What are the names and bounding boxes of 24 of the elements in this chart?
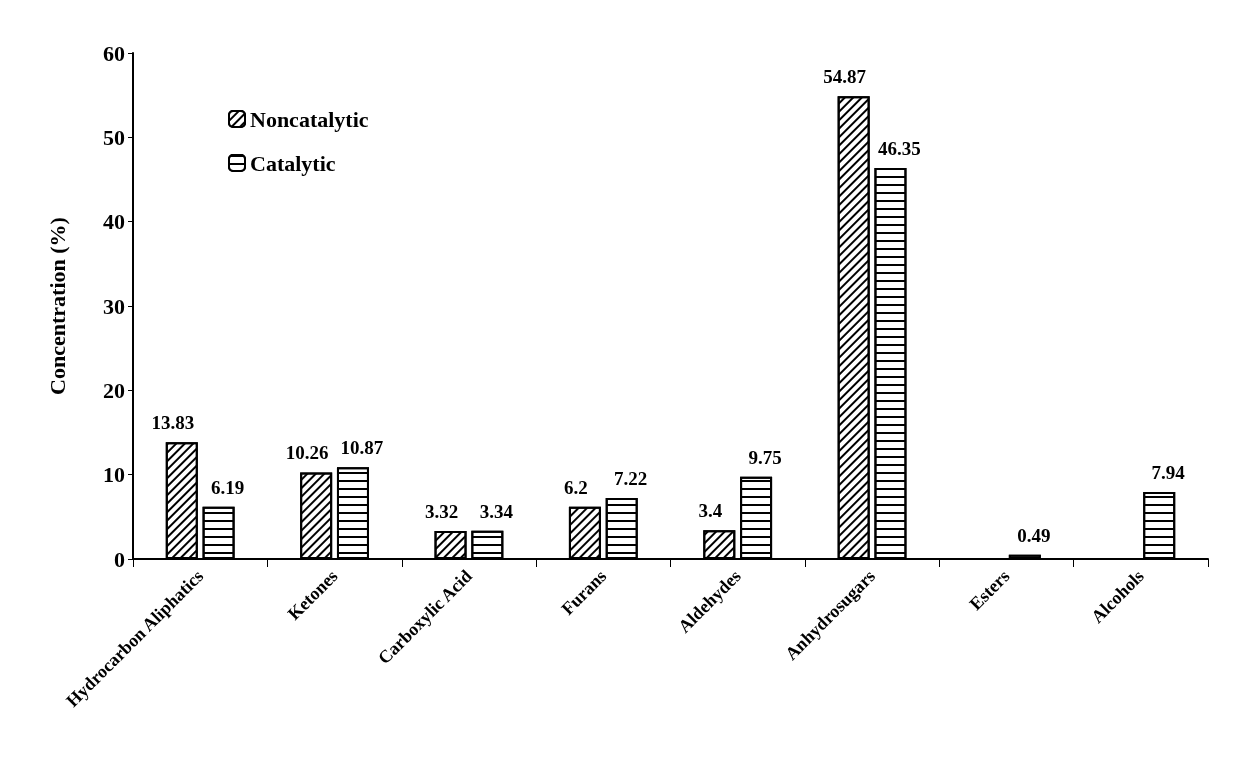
data-label: 13.83 — [151, 412, 195, 434]
y-tick-label: 20 — [103, 377, 125, 403]
data-label: 10.26 — [285, 442, 329, 464]
data-label: 10.87 — [340, 437, 384, 459]
data-label: 54.87 — [823, 66, 867, 88]
y-tick-label: 0 — [114, 546, 125, 572]
y-tick-label: 50 — [103, 124, 125, 150]
y-tick-label: 10 — [103, 462, 125, 488]
data-label: 0.49 — [1017, 524, 1051, 546]
data-label: 3.32 — [424, 501, 459, 522]
y-tick-label: 60 — [103, 40, 125, 66]
y-axis-title: Concentration (%) — [44, 217, 70, 395]
data-label: 6.19 — [210, 476, 245, 498]
y-tick-label: 40 — [103, 209, 125, 235]
legend-label: Catalytic — [250, 150, 336, 176]
legend-label: Noncatalytic — [250, 106, 369, 132]
data-label: 3.34 — [479, 500, 514, 522]
data-label: 46.35 — [878, 138, 921, 160]
data-label: 7.94 — [1151, 462, 1186, 484]
data-label: 9.75 — [748, 446, 782, 468]
y-tick-label: 30 — [103, 293, 125, 319]
data-label: 6.2 — [564, 476, 588, 498]
data-label: 3.4 — [698, 500, 723, 522]
data-label: 7.22 — [614, 468, 648, 490]
